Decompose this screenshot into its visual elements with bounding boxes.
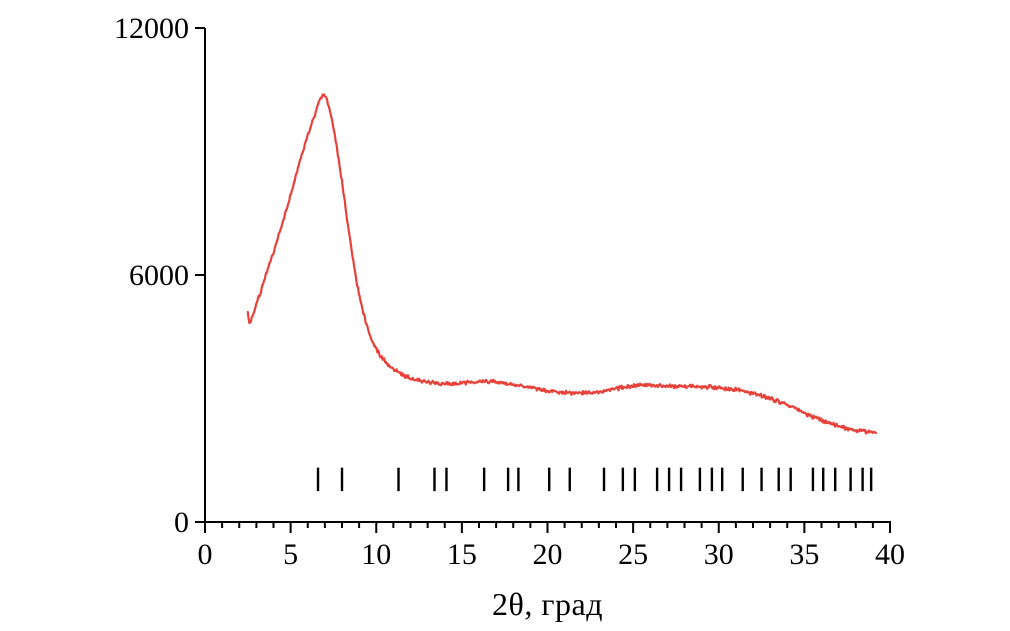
x-tick-label: 5 [283,538,298,571]
x-tick-label: 0 [198,538,213,571]
x-tick-label: 10 [361,538,391,571]
x-tick-label: 25 [618,538,648,571]
y-tick-label: 6000 [129,259,189,292]
x-tick-label: 30 [704,538,734,571]
y-tick-label: 0 [174,506,189,539]
diffraction-curve [246,93,877,435]
y-tick-label: 12000 [114,12,189,45]
x-tick-label: 20 [533,538,563,571]
x-tick-label: 40 [875,538,905,571]
x-tick-label: 35 [789,538,819,571]
x-tick-label: 15 [447,538,477,571]
